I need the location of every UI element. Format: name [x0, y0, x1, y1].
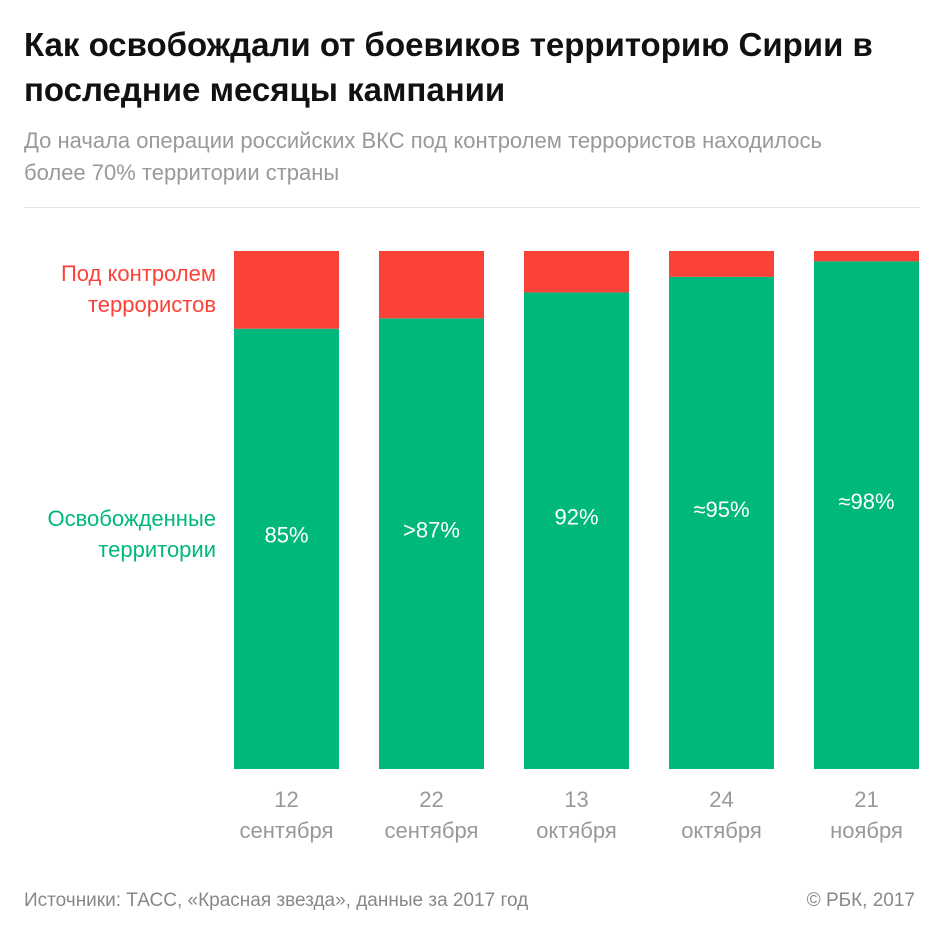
x-tick-label: ноября [830, 818, 903, 843]
value-label: ≈95% [693, 497, 749, 522]
bar-segment [379, 318, 484, 769]
bar-segment [814, 261, 919, 769]
x-tick-label: октября [536, 818, 617, 843]
bar-segment [669, 276, 774, 769]
legend-entry: Под контролем террористов [60, 261, 216, 317]
value-label: ≈98% [838, 489, 894, 514]
value-label: 85% [264, 523, 308, 548]
bar-segment [524, 292, 629, 769]
x-tick-label: 24 [709, 787, 733, 812]
value-label: >87% [403, 517, 460, 542]
x-tick-label: 21 [854, 787, 878, 812]
legend-entry: Освобожденные территории [47, 506, 216, 562]
bar-segment [234, 328, 339, 769]
source: Источники: ТАСС, «Красная звезда», данны… [24, 890, 529, 911]
chart-subtitle: До начала операции российских ВКС под ко… [24, 128, 822, 185]
x-tick-label: сентября [240, 818, 334, 843]
bar-segment [814, 251, 919, 262]
x-tick-label: 12 [274, 787, 298, 812]
x-tick-label: 22 [419, 787, 443, 812]
bar-segment [234, 251, 339, 329]
x-tick-label: сентября [385, 818, 479, 843]
credit: © РБК, 2017 [806, 890, 915, 911]
separator [24, 207, 920, 208]
value-label: 92% [554, 505, 598, 530]
chart-title: Как освобождали от боевиков территорию С… [24, 26, 873, 108]
bar-segment [379, 251, 484, 319]
bar-segment [669, 251, 774, 277]
x-tick-label: октября [681, 818, 762, 843]
x-tick-label: 13 [564, 787, 588, 812]
bar-segment [524, 251, 629, 293]
